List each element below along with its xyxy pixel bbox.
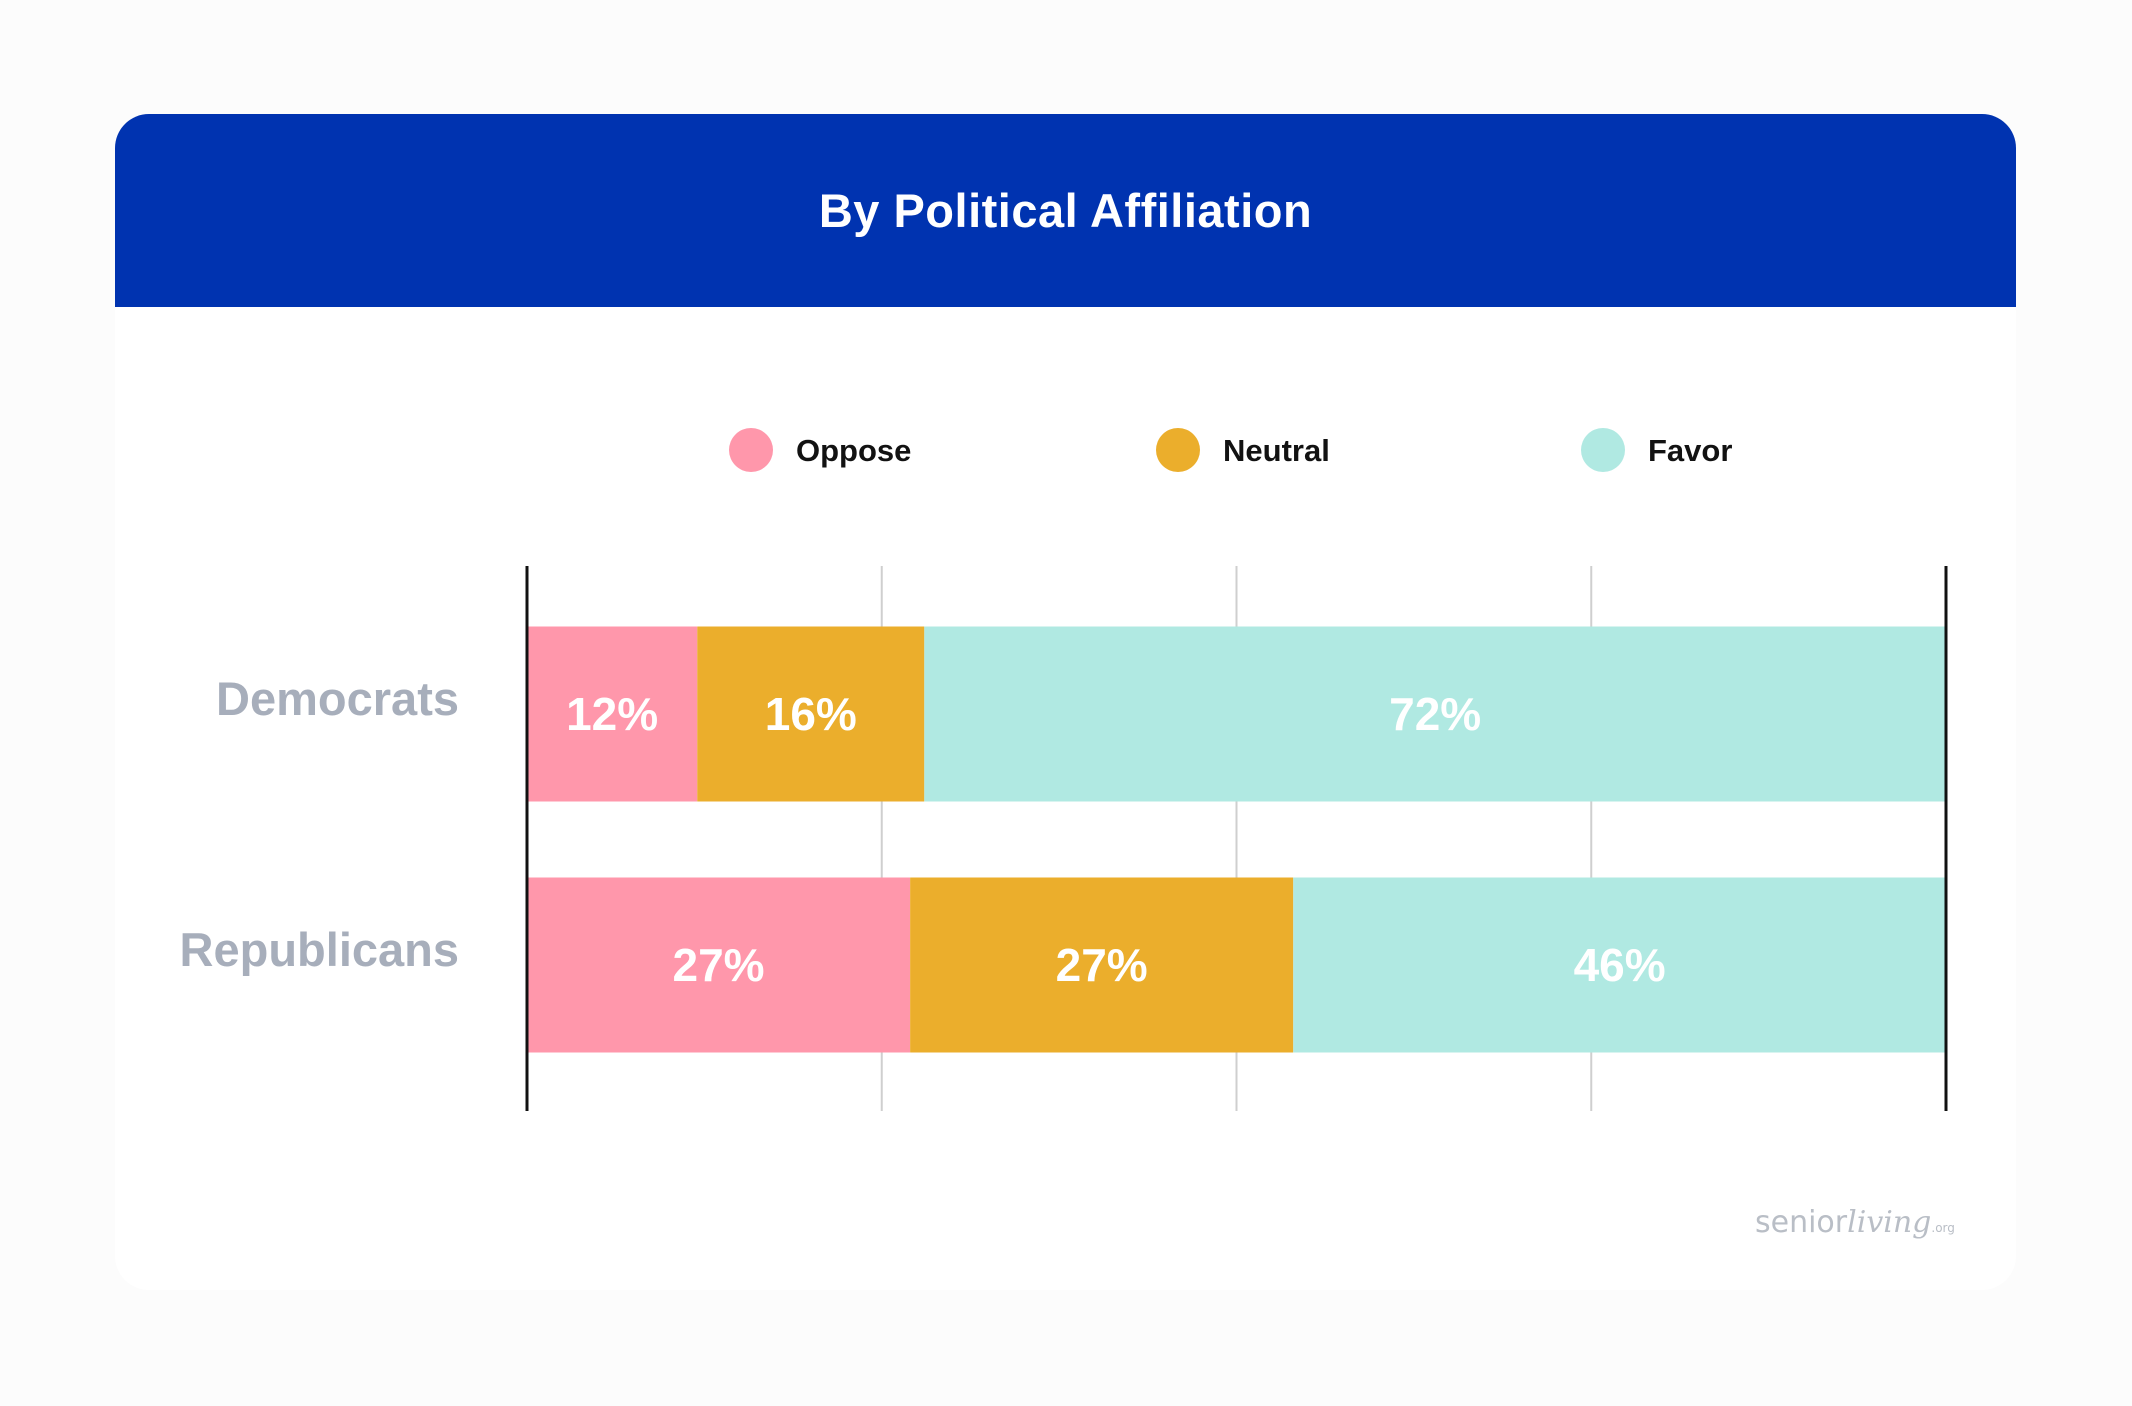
data-label-democrats-favor: 72% xyxy=(1389,688,1481,740)
data-label-republicans-neutral: 27% xyxy=(1056,939,1148,991)
bar-democrats-neutral xyxy=(697,626,925,802)
bar-democrats-oppose xyxy=(527,626,698,802)
legend-label-neutral: Neutral xyxy=(1223,433,1330,468)
bar-democrats-favor xyxy=(924,626,1946,802)
seniorliving-logo: seniorliving.org xyxy=(1755,1205,1955,1240)
bar-republicans-favor xyxy=(1293,877,1946,1053)
bar-republicans-neutral xyxy=(910,877,1294,1053)
legend-label-favor: Favor xyxy=(1648,433,1732,468)
chart-title: By Political Affiliation xyxy=(818,184,1313,237)
data-label-republicans-oppose: 27% xyxy=(673,939,765,991)
logo-part-senior: senior xyxy=(1755,1205,1848,1240)
data-label-republicans-favor: 46% xyxy=(1574,939,1666,991)
legend-label-oppose: Oppose xyxy=(796,433,911,468)
category-label-democrats: Democrats xyxy=(216,672,459,725)
logo-part-org: .org xyxy=(1931,1221,1955,1235)
legend-swatch-favor xyxy=(1581,428,1625,472)
data-label-democrats-neutral: 16% xyxy=(765,688,857,740)
legend-swatch-oppose xyxy=(729,428,773,472)
legend-swatch-neutral xyxy=(1156,428,1200,472)
logo-part-living: living xyxy=(1847,1205,1932,1240)
bar-republicans-oppose xyxy=(527,877,911,1053)
category-label-republicans: Republicans xyxy=(180,923,459,976)
chart-header: By Political Affiliation xyxy=(115,114,2016,307)
data-label-democrats-oppose: 12% xyxy=(566,688,658,740)
